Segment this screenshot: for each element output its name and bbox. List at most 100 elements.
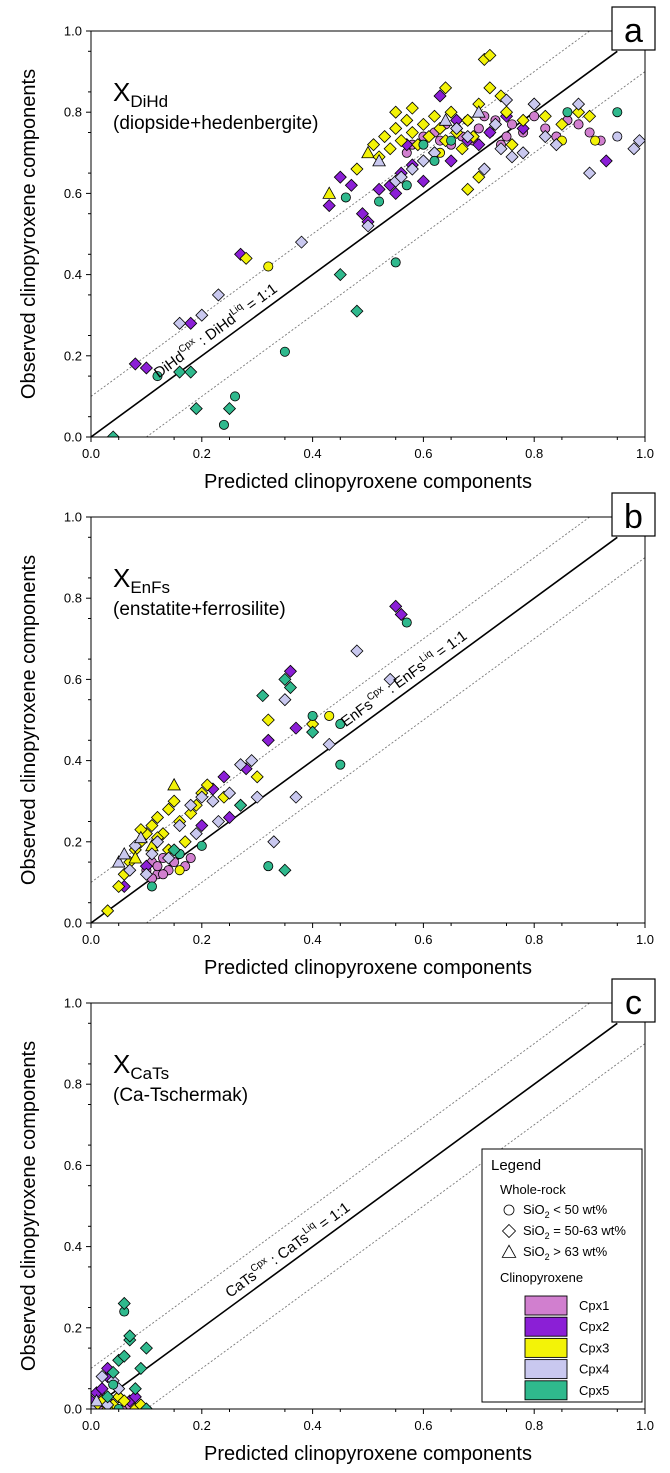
line-label-tail: = 1:1 [430, 627, 471, 663]
point-cpx4 [117, 846, 132, 860]
point-cpx3 [472, 170, 486, 184]
point-cpx2 [283, 664, 297, 678]
point-cpx3 [117, 1394, 131, 1408]
point-cpx5 [335, 719, 346, 730]
point-cpx4 [405, 162, 419, 176]
point-cpx5 [108, 1379, 119, 1390]
point-cpx5 [117, 1296, 131, 1310]
point-cpx5 [184, 365, 198, 379]
point-cpx3 [167, 777, 181, 791]
point-cpx4 [173, 316, 187, 330]
point-cpx4 [549, 138, 563, 152]
point-cpx4 [527, 97, 541, 111]
point-cpx4 [461, 130, 475, 144]
point-cpx3 [200, 778, 214, 792]
point-cpx4 [91, 1402, 98, 1409]
point-cpx3 [261, 713, 275, 727]
point-cpx3 [184, 806, 198, 820]
point-cpx4 [450, 121, 464, 135]
point-cpx4 [416, 154, 430, 168]
point-cpx2 [195, 819, 209, 833]
component-symbol: X [113, 563, 130, 593]
point-cpx5 [106, 1365, 120, 1380]
point-cpx4 [123, 863, 137, 877]
x-tick-label: 0.6 [414, 932, 432, 947]
y-tick-label: 0.2 [64, 1320, 82, 1335]
legend-swatch-label: Cpx1 [579, 1298, 609, 1313]
component-title: XDiHd [113, 77, 168, 111]
point-cpx4 [211, 288, 225, 302]
panel-a: 0.0 0.2 0.4 0.6 0.8 1.0 0.0 0.2 0.4 0.6 0.8 1.0 Pred… [18, 6, 656, 493]
point-cpx4 [234, 758, 248, 772]
y-tick-label: 0.0 [64, 916, 82, 931]
component-subscript: CaTs [130, 1064, 169, 1083]
point-cpx3 [239, 251, 253, 265]
point-cpx2 [599, 154, 613, 168]
x-tick-label: 0.0 [82, 1418, 100, 1433]
legend-shape-diamond [501, 1223, 517, 1239]
point-cpx3 [400, 113, 414, 127]
legend-cpx-heading: Clinopyroxene [500, 1270, 583, 1285]
point-cpx2 [516, 121, 530, 135]
point-cpx2 [184, 316, 198, 330]
x-tick-label: 1.0 [636, 932, 654, 947]
point-cpx5 [429, 155, 440, 166]
y-tick-label: 1.0 [64, 510, 82, 525]
y-tick-label: 0.8 [64, 105, 82, 120]
x-tick-label: 1.0 [636, 446, 654, 461]
component-symbol: X [113, 77, 130, 107]
point-cpx4 [488, 117, 502, 131]
legend-swatch-label: Cpx5 [579, 1383, 609, 1398]
point-cpx4 [289, 790, 303, 804]
legend-title: Legend [491, 1157, 541, 1174]
point-cpx2 [433, 89, 447, 103]
point-cpx5 [263, 861, 274, 872]
legend-swatch-label: Cpx3 [579, 1340, 609, 1355]
point-cpx4 [494, 142, 508, 156]
legend-swatch-cpx2 [524, 1316, 568, 1337]
point-cpx4 [294, 235, 309, 249]
panel-label: c [625, 984, 642, 1022]
point-cpx4 [139, 867, 153, 881]
x-tick-label: 0.6 [414, 446, 432, 461]
point-cpx2 [333, 170, 347, 184]
point-cpx3 [461, 182, 475, 196]
plot-frame [90, 1002, 646, 1410]
point-cpx4 [505, 150, 519, 164]
point-cpx2 [472, 138, 486, 152]
point-cpx4 [538, 130, 552, 144]
y-axis-label: Observed clinopyroxene components [18, 1041, 40, 1371]
lower-bound-line [146, 71, 645, 437]
point-cpx5 [283, 680, 297, 695]
point-cpx3 [389, 105, 403, 119]
point-cpx5 [134, 1361, 148, 1375]
point-cpx4 [189, 827, 203, 841]
point-cpx3 [405, 101, 419, 115]
point-cpx2 [234, 247, 248, 261]
point-cpx5 [152, 371, 163, 382]
point-cpx2 [344, 178, 358, 192]
lower-bound-line [146, 557, 645, 923]
point-cpx3 [101, 904, 115, 918]
point-cpx2 [389, 599, 403, 613]
x-tick-label: 1.0 [636, 1418, 654, 1433]
legend-shape-label: SiO2 = 50-63 wt% [523, 1223, 626, 1241]
point-cpx5 [446, 135, 457, 146]
upper-bound-line [91, 31, 590, 397]
point-cpx5 [374, 196, 385, 207]
lower-bound-line [146, 1043, 645, 1409]
point-cpx3 [383, 142, 397, 156]
point-cpx4 [101, 1398, 115, 1409]
legend-sio2-sub: 2 [545, 1210, 550, 1220]
point-cpx3 [455, 142, 469, 156]
legend-swatch-cpx5 [524, 1380, 568, 1401]
point-cpx5 [139, 1341, 153, 1355]
point-cpx5 [612, 107, 623, 118]
upper-bound-line [91, 517, 590, 883]
point-cpx4 [111, 855, 126, 868]
legend-swatch-cpx1 [524, 1295, 568, 1316]
x-axis-label: Predicted clinopyroxene components [204, 1443, 532, 1465]
point-cpx1 [152, 861, 163, 872]
point-cpx4 [394, 170, 408, 184]
